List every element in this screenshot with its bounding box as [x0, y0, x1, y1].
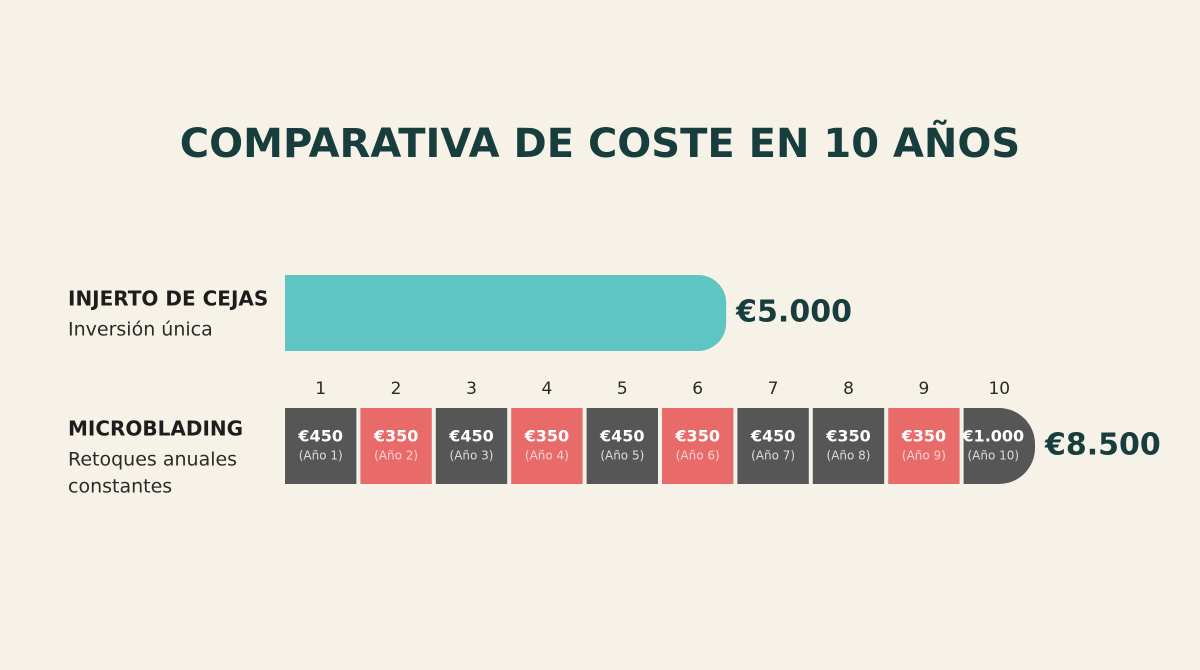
segment — [888, 408, 960, 484]
year-number: 10 — [988, 379, 1010, 399]
segment — [285, 408, 357, 484]
segment — [963, 408, 1035, 484]
total-label: €5.000 — [735, 295, 852, 330]
row-sublabel: Inversión única — [68, 319, 213, 341]
segment-year-label: (Año 6) — [676, 449, 720, 463]
segment — [737, 408, 809, 484]
segment — [360, 408, 432, 484]
segment-value-label: €450 — [750, 427, 796, 446]
segment-value-label: €1.000 — [961, 427, 1024, 446]
row-sublabel: constantes — [68, 476, 172, 498]
segment — [812, 408, 885, 484]
segment-year-label: (Año 7) — [751, 449, 795, 463]
segment-value-label: €350 — [524, 427, 570, 446]
year-number: 5 — [617, 379, 628, 399]
segment — [511, 408, 583, 484]
chart-title: COMPARATIVA DE COSTE EN 10 AÑOS — [180, 119, 1020, 167]
segment-value-label: €350 — [373, 427, 419, 446]
row-label: MICROBLADING — [68, 417, 243, 441]
segment-value-label: €450 — [297, 427, 343, 446]
segment-year-label: (Año 4) — [525, 449, 569, 463]
segment-value-label: €450 — [599, 427, 645, 446]
segment-value-label: €350 — [901, 427, 947, 446]
year-number: 3 — [466, 379, 477, 399]
segment-value-label: €450 — [448, 427, 494, 446]
segment-year-label: (Año 10) — [967, 449, 1019, 463]
segment — [435, 408, 508, 484]
year-number: 9 — [918, 379, 929, 399]
row-label: INJERTO DE CEJAS — [68, 287, 268, 311]
segment-value-label: €350 — [674, 427, 720, 446]
segment-year-label: (Año 1) — [299, 449, 343, 463]
total-label: €8.500 — [1044, 428, 1161, 463]
segment — [586, 408, 658, 484]
row-sublabel: Retoques anuales — [68, 449, 237, 471]
segment-year-label: (Año 8) — [827, 449, 871, 463]
segment — [662, 408, 734, 484]
segment-year-label: (Año 3) — [450, 449, 494, 463]
segment-year-label: (Año 9) — [902, 449, 946, 463]
segment-value-label: €350 — [825, 427, 871, 446]
segment-year-label: (Año 2) — [374, 449, 418, 463]
year-number: 7 — [768, 379, 779, 399]
segment-year-label: (Año 5) — [600, 449, 644, 463]
year-number: 4 — [541, 379, 552, 399]
year-number: 8 — [843, 379, 854, 399]
year-number: 2 — [391, 379, 402, 399]
bar — [285, 275, 727, 351]
year-number: 1 — [315, 379, 326, 399]
year-number: 6 — [692, 379, 703, 399]
